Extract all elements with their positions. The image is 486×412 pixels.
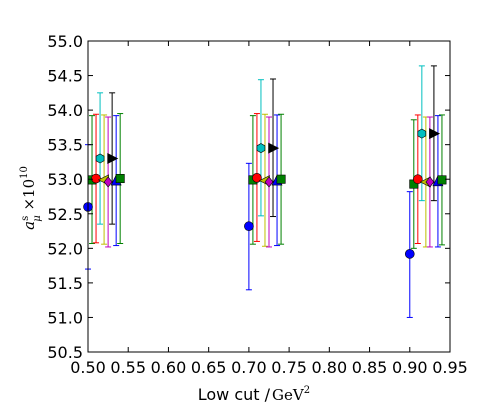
data-point <box>244 221 254 232</box>
y-tick-label: 51.5 <box>47 274 83 293</box>
data-point <box>404 249 415 259</box>
y-tick-label: 52.5 <box>47 205 83 224</box>
data-point <box>437 175 447 185</box>
y-tick-label: 55.0 <box>47 32 83 51</box>
y-axis-label: asμ ×1010 <box>19 166 43 230</box>
x-tick-label: 0.80 <box>312 358 348 377</box>
x-axis-unit: GeV2 <box>272 385 310 404</box>
y-tick-label: 52.0 <box>47 239 83 258</box>
data-point <box>276 174 286 184</box>
x-tick-label: 0.65 <box>191 358 227 377</box>
x-tick-label: 0.75 <box>271 358 307 377</box>
x-tick-label: 0.70 <box>231 358 267 377</box>
data-point <box>264 176 274 188</box>
data-point <box>91 173 101 184</box>
data-point <box>413 174 423 185</box>
data-point <box>103 176 113 188</box>
data-point <box>425 176 435 188</box>
x-tick-label: 0.60 <box>151 358 187 377</box>
data-point <box>107 153 119 164</box>
y-axis: 50.5 51.0 51.5 52.0 52.5 53.0 53.5 54.0 54.5 55.0 <box>47 32 450 362</box>
x-tick-label: 0.95 <box>432 358 468 377</box>
data-point <box>115 174 125 184</box>
data-point <box>429 128 441 140</box>
data-point <box>417 128 427 139</box>
data-point <box>268 142 280 154</box>
data-point <box>95 153 105 164</box>
x-tick-label: 0.85 <box>352 358 388 377</box>
data-point <box>256 143 266 154</box>
x-tick-label: 0.90 <box>392 358 428 377</box>
y-tick-label: 54.5 <box>47 67 83 86</box>
y-tick-label: 53.5 <box>47 136 83 155</box>
chart-marks <box>83 65 447 318</box>
y-tick-label: 53.0 <box>47 170 83 189</box>
x-tick-label: 0.50 <box>70 358 106 377</box>
plot-frame <box>87 40 451 353</box>
x-tick-label: 0.55 <box>110 358 146 377</box>
x-axis-label: Low cut / <box>198 385 271 404</box>
y-tick-label: 51.0 <box>47 308 83 327</box>
data-point <box>252 173 262 183</box>
y-tick-label: 50.5 <box>47 343 83 362</box>
x-axis: 0.50 0.55 0.60 0.65 0.70 0.75 0.80 0.85 0.90 0.95 <box>70 41 468 377</box>
y-tick-label: 54.0 <box>47 101 83 120</box>
